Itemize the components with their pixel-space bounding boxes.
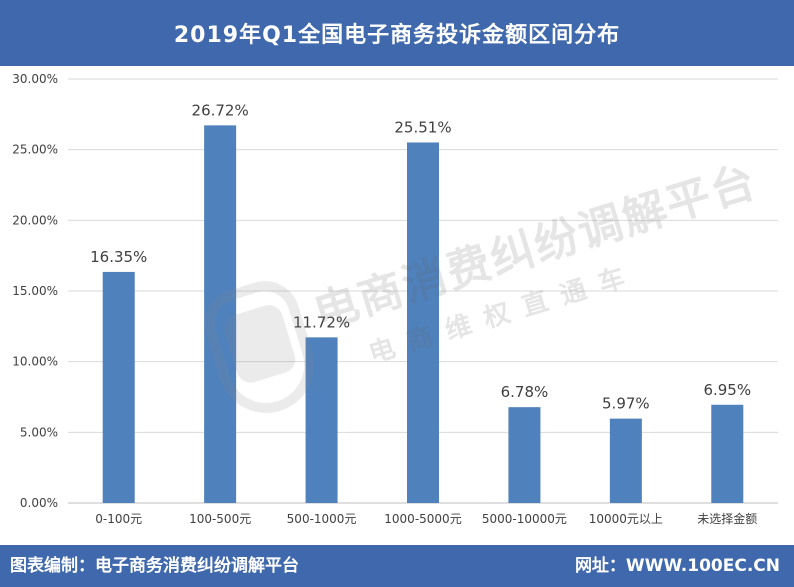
bar [711, 404, 744, 503]
bar-value-label: 11.72% [293, 313, 350, 331]
y-tick-label: 5.00% [20, 425, 58, 439]
bar [508, 407, 541, 503]
x-category-label: 500-1000元 [287, 512, 357, 526]
bar-value-label: 6.95% [703, 381, 751, 399]
chart-area: 0.00% 5.00% 10.00% 15.00% 20.00% 25.00% 30.00%… [0, 66, 794, 545]
bar [102, 271, 135, 503]
bar-value-label: 26.72% [192, 101, 249, 119]
y-tick-label: 10.00% [12, 355, 58, 369]
x-category-label: 5000-10000元 [482, 512, 567, 526]
footer-website[interactable]: 网址：WWW.100EC.CN [574, 556, 780, 576]
x-category-label: 10000元以上 [589, 512, 663, 526]
footer-source: 图表编制：电子商务消费纠纷调解平台 [10, 556, 299, 576]
y-tick-label: 25.00% [12, 143, 58, 157]
x-category-label: 100-500元 [189, 512, 251, 526]
bar [609, 418, 642, 503]
x-category-label: 1000-5000元 [384, 512, 461, 526]
bar [204, 125, 237, 503]
x-category-label: 未选择金额 [697, 511, 757, 526]
bar [305, 337, 338, 503]
y-tick-label: 15.00% [12, 284, 58, 298]
footer-bar: 图表编制：电子商务消费纠纷调解平台 网址：WWW.100EC.CN [0, 545, 794, 587]
y-tick-label: 0.00% [20, 496, 58, 510]
chart-title: 2019年Q1全国电子商务投诉金额区间分布 [0, 0, 794, 66]
bar-value-label: 6.78% [501, 383, 549, 401]
bar-value-label: 25.51% [394, 118, 451, 136]
bar-chart: 0.00% 5.00% 10.00% 15.00% 20.00% 25.00% 30.00%… [12, 72, 778, 526]
bar-value-label: 16.35% [90, 248, 147, 266]
bar [407, 142, 439, 503]
y-tick-label: 30.00% [12, 72, 58, 86]
x-category-label: 0-100元 [95, 512, 142, 526]
bar-value-label: 5.97% [602, 395, 650, 413]
y-tick-label: 20.00% [12, 213, 58, 227]
